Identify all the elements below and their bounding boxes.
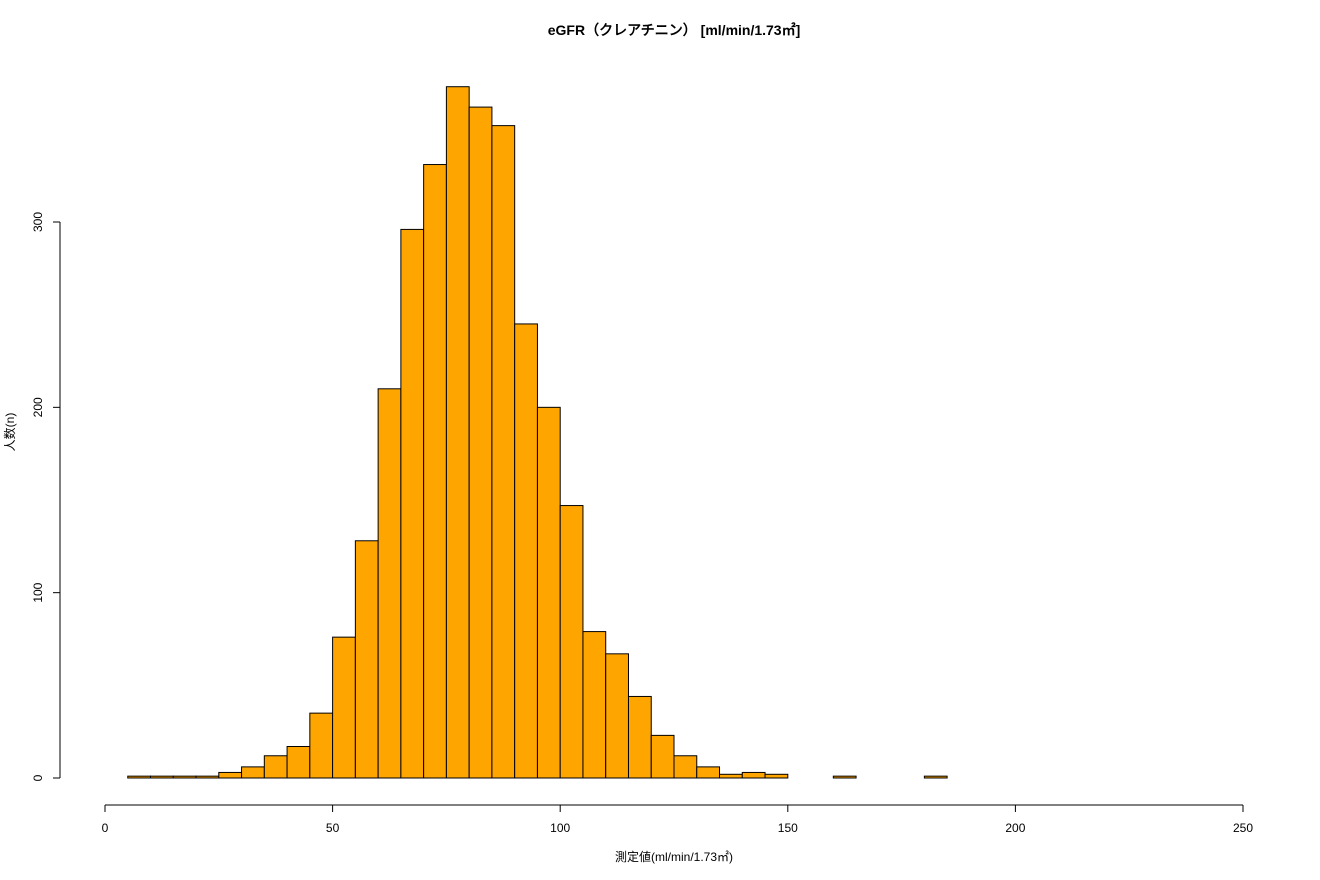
y-tick-label: 200: [31, 397, 45, 417]
histogram-bar: [832, 775, 857, 779]
histogram-bar: [263, 755, 288, 779]
x-tick-label: 50: [326, 821, 340, 835]
x-tick-label: 200: [1005, 821, 1025, 835]
histogram-bar: [559, 505, 584, 779]
histogram-bar: [514, 323, 538, 779]
histogram-bar: [696, 766, 721, 779]
histogram-bar: [127, 775, 152, 779]
histogram-bar: [377, 388, 402, 779]
histogram-bar: [741, 771, 766, 779]
histogram-bar: [286, 745, 311, 779]
histogram-bar: [423, 164, 447, 779]
y-tick-label: 300: [31, 212, 45, 232]
histogram-bar: [582, 631, 607, 779]
chart-title: eGFR（クレアチニン） [ml/min/1.73㎡]: [548, 22, 801, 38]
histogram-bar: [536, 406, 561, 779]
histogram-bar: [400, 228, 425, 779]
bars-group: [127, 86, 948, 779]
y-tick-label: 100: [31, 582, 45, 602]
histogram-bar: [605, 653, 629, 779]
histogram-bar: [332, 636, 356, 779]
y-axis-label: 人数(n): [2, 413, 17, 452]
x-tick-label: 150: [778, 821, 798, 835]
histogram-bar: [923, 775, 948, 779]
histogram-bar: [491, 125, 516, 779]
histogram-bar: [764, 773, 789, 779]
histogram-bar: [218, 771, 243, 779]
histogram-bar: [445, 86, 470, 779]
histogram-bar: [195, 775, 220, 779]
histogram-bar: [172, 775, 197, 779]
x-tick-label: 100: [550, 821, 570, 835]
y-axis: 0 100 200 300: [31, 212, 61, 781]
x-axis-label: 測定値(ml/min/1.73㎡): [615, 849, 733, 864]
histogram-bar: [650, 734, 675, 779]
histogram-bar: [354, 540, 379, 779]
x-tick-label: 0: [102, 821, 109, 835]
histogram-bar: [719, 773, 743, 779]
y-tick-label: 0: [31, 774, 45, 781]
histogram-bar: [673, 755, 698, 779]
x-axis: 0 50 100 150 200 250: [102, 804, 1253, 835]
histogram-bar: [150, 775, 174, 779]
histogram-bar: [241, 766, 265, 779]
histogram-bar: [468, 106, 493, 779]
x-tick-label: 250: [1233, 821, 1253, 835]
histogram-bar: [309, 712, 334, 779]
histogram-bar: [627, 695, 652, 779]
